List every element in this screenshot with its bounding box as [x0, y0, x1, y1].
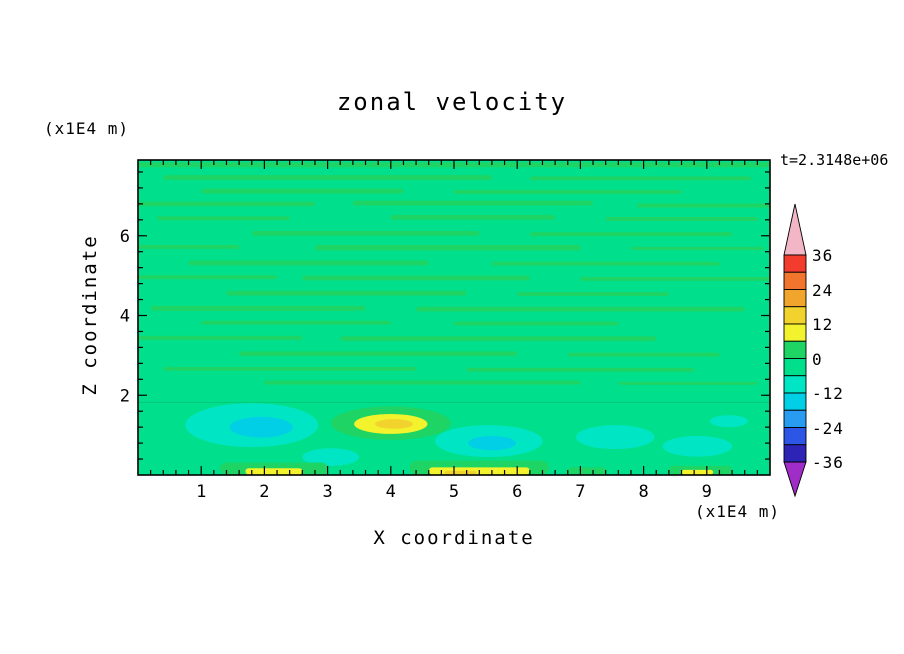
field-streak: [156, 216, 290, 221]
field-streak: [491, 261, 720, 266]
field-blob: [302, 448, 360, 466]
field-streak: [138, 335, 303, 340]
y-tick-label: 6: [120, 227, 130, 247]
colorbar-label: 24: [812, 280, 834, 300]
field-streak: [454, 321, 619, 326]
z-axis-units-label: (x1E4 m): [44, 119, 130, 138]
x-tick-label: 2: [259, 482, 269, 502]
field-streak: [529, 232, 733, 237]
field-streak: [605, 217, 758, 222]
colorbar-band: [783, 427, 807, 446]
colorbar-band: [783, 306, 807, 325]
contour-field: [138, 160, 770, 475]
field-streak: [239, 351, 518, 357]
field-streak: [454, 189, 682, 194]
colorbar-labels: 36 24 12 0 -12 -24 -36: [812, 200, 872, 502]
field-blob: [375, 419, 413, 429]
colorbar-label: -12: [812, 384, 844, 403]
x-tick-label: 4: [386, 482, 396, 502]
field-streak: [637, 203, 770, 208]
field-blob: [467, 435, 516, 451]
colorbar-band: [783, 392, 807, 411]
field-streak: [138, 244, 240, 249]
field-streak: [618, 381, 758, 385]
colorbar-band: [783, 323, 807, 342]
x-axis-units-label: (x1E4 m): [694, 502, 780, 521]
field-streak: [416, 306, 745, 312]
x-tick-label: 8: [638, 482, 648, 502]
field-blob: [662, 435, 733, 457]
colorbar-band: [783, 358, 807, 377]
field-streak: [517, 291, 669, 296]
field-streak: [529, 176, 752, 181]
field-streak: [138, 201, 315, 207]
x-tick-label: 7: [575, 482, 585, 502]
x-tick-label: 6: [512, 482, 522, 502]
field-streak: [567, 467, 606, 475]
colorbar-band: [783, 289, 807, 308]
contour-plot: 1 2 3 4 5 6 7 8 9 2 4 6: [120, 159, 771, 502]
colorbar-band: [783, 340, 807, 359]
colorbar-over-arrow: [783, 203, 807, 256]
field-streak: [226, 290, 467, 296]
field-streak: [352, 200, 594, 206]
x-tick-label: 9: [702, 482, 712, 502]
field-streak: [567, 352, 720, 357]
colorbar-band: [783, 254, 807, 273]
field-streak: [340, 336, 657, 342]
field-streak: [314, 244, 581, 251]
colorbar-band: [783, 375, 807, 394]
field-streak: [201, 188, 404, 194]
field-streak: [188, 260, 429, 266]
field-streak: [251, 230, 480, 236]
field-streak: [466, 367, 695, 372]
colorbar-band: [783, 444, 807, 463]
field-streak: [163, 175, 492, 180]
colorbar-label: -36: [812, 453, 844, 472]
field-blob: [709, 415, 748, 428]
colorbar-band: [783, 409, 807, 428]
x-axis-title: X coordinate: [373, 527, 535, 549]
field-streak: [245, 468, 303, 475]
field-streak: [138, 275, 278, 280]
field-streak: [264, 380, 581, 385]
x-tick-label: 3: [322, 482, 332, 502]
field-streak: [201, 320, 391, 325]
colorbar-band: [783, 271, 807, 290]
field-streak: [681, 469, 714, 475]
field-blob: [229, 416, 293, 438]
colorbar: [783, 203, 807, 498]
field-streak: [444, 470, 477, 475]
colorbar-label: 0: [812, 349, 823, 369]
field-streak: [630, 246, 764, 251]
plot-title: zonal velocity: [336, 88, 568, 116]
y-tick-label: 4: [120, 307, 130, 327]
colorbar-label: 12: [812, 315, 834, 334]
colorbar-under-arrow: [783, 461, 807, 498]
x-tick-label: 1: [196, 482, 206, 502]
field-streak: [163, 366, 417, 371]
field-streak: [150, 305, 366, 311]
field-streak: [390, 215, 556, 220]
time-annotation: t=2.3148e+06: [780, 151, 889, 169]
x-tick-label: 5: [449, 482, 459, 502]
z-axis-title: Z coordinate: [79, 234, 101, 396]
y-tick-label: 2: [120, 386, 130, 406]
colorbar-label: 36: [812, 246, 834, 265]
field-blob: [575, 425, 655, 450]
colorbar-label: -24: [812, 418, 844, 438]
field-streak: [580, 276, 770, 281]
field-streak: [302, 275, 530, 281]
